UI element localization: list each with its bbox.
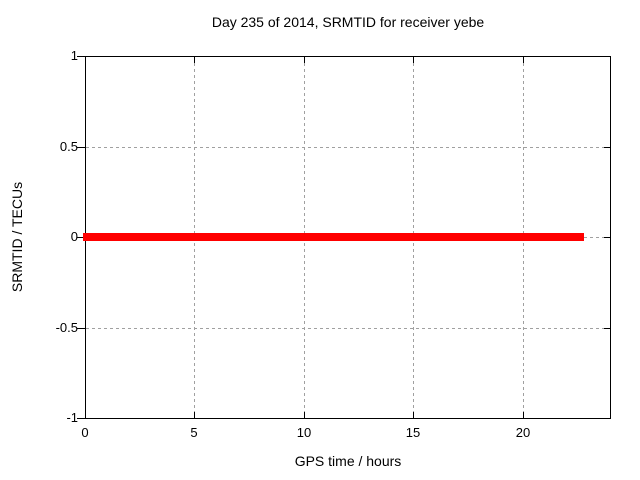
x-tick-bottom	[304, 412, 305, 418]
x-tick-bottom	[194, 412, 195, 418]
x-tick-label: 0	[81, 425, 89, 440]
x-tick-top	[304, 57, 305, 63]
x-tick-top	[523, 57, 524, 63]
y-tick-right	[604, 237, 610, 238]
y-tick-label: 1	[70, 48, 78, 63]
chart-title: Day 235 of 2014, SRMTID for receiver yeb…	[211, 14, 485, 30]
x-tick-top	[194, 57, 195, 63]
x-tick-bottom	[523, 412, 524, 418]
x-tick-bottom	[413, 412, 414, 418]
y-tick-left	[77, 328, 85, 329]
x-tick-label: 10	[296, 425, 312, 440]
y-tick-label: 0	[70, 229, 78, 244]
y-tick-left	[77, 147, 85, 148]
gridline-y--0.5	[86, 328, 610, 329]
y-tick-left	[77, 418, 85, 419]
x-axis-label: GPS time / hours	[294, 453, 402, 469]
y-tick-label: -1	[66, 410, 78, 425]
y-tick-left	[77, 56, 85, 57]
y-tick-label: -0.5	[55, 320, 78, 335]
x-tick-label: 15	[405, 425, 421, 440]
y-tick-label: 0.5	[59, 139, 78, 154]
gridline-y-0.5	[86, 147, 610, 148]
y-tick-right	[604, 147, 610, 148]
y-tick-right	[604, 328, 610, 329]
x-tick-top	[413, 57, 414, 63]
x-tick-label: 20	[515, 425, 531, 440]
y-tick-left	[77, 237, 85, 238]
x-tick-label: 5	[190, 425, 198, 440]
data-series-line	[83, 233, 584, 241]
